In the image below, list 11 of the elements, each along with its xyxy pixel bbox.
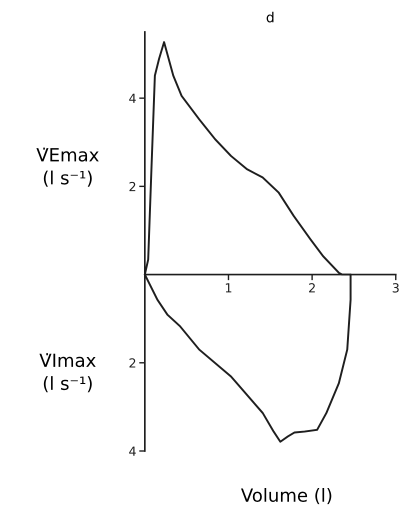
x-tick-label: 3 bbox=[392, 283, 399, 293]
y-axis-title: V̇Imax (l s⁻¹) bbox=[39, 353, 96, 392]
y-tick-label: 2 bbox=[129, 182, 136, 192]
chart-title: d bbox=[266, 12, 274, 22]
x-tick-label: 1 bbox=[226, 283, 232, 292]
x-tick-label: 2 bbox=[309, 283, 315, 292]
y-tick-label: 4 bbox=[129, 94, 136, 103]
y-tick-label: 2 bbox=[129, 358, 136, 368]
y-axis-title: V̇Emax (l s⁻¹) bbox=[36, 148, 99, 187]
y-tick-label: 4 bbox=[129, 446, 136, 456]
x-axis-title: Volume (l) bbox=[241, 488, 332, 504]
